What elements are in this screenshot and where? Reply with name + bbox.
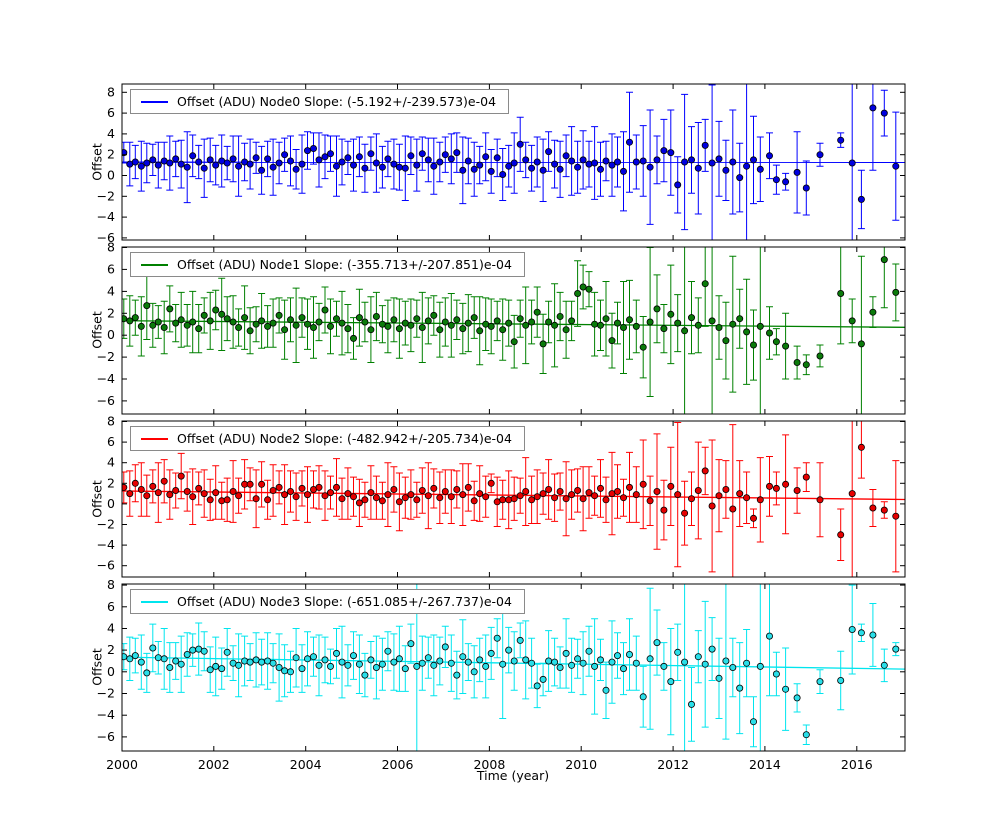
markers-node2 — [122, 443, 900, 539]
svg-text:2010: 2010 — [565, 757, 597, 772]
svg-text:8: 8 — [107, 414, 115, 429]
svg-text:4: 4 — [107, 621, 115, 636]
svg-text:2014: 2014 — [749, 757, 781, 772]
svg-text:4: 4 — [107, 283, 115, 298]
svg-text:0: 0 — [107, 327, 115, 342]
x-tick-labels: 2000 2002 2004 2006 2008 2010 2012 2014 2016 — [106, 757, 873, 772]
svg-text:0: 0 — [107, 168, 115, 183]
svg-text:6: 6 — [107, 261, 115, 276]
markers-node1 — [122, 256, 900, 369]
y-axis-label-node1: Offset — [89, 311, 105, 349]
y-tick-labels-node2: 8 6 4 2 0 −2 −4 −6 — [97, 414, 115, 573]
panel-node0: 8 6 4 2 0 −2 −4 −6 — [97, 83, 906, 245]
markers-node0 — [122, 104, 900, 203]
svg-text:−2: −2 — [97, 349, 115, 364]
fit-line-node2 — [122, 490, 905, 501]
svg-text:2: 2 — [107, 305, 115, 320]
panel-border-node1 — [121, 246, 906, 415]
y-tick-labels-node1: 8 6 4 2 0 −2 −4 −6 — [97, 240, 115, 408]
y-axis-label-node2: Offset — [89, 480, 105, 518]
legend-label-node1: Offset (ADU) Node1 Slope: (-355.713+/-20… — [177, 257, 512, 272]
legend-node2: Offset (ADU) Node2 Slope: (-482.942+/-20… — [130, 426, 525, 451]
svg-text:6: 6 — [107, 105, 115, 120]
legend-label-node2: Offset (ADU) Node2 Slope: (-482.942+/-20… — [177, 431, 512, 446]
legend-node0: Offset (ADU) Node0 Slope: (-5.192+/-239.… — [130, 89, 510, 114]
markers-node3 — [122, 626, 900, 739]
svg-text:8: 8 — [107, 577, 115, 592]
svg-text:−6: −6 — [97, 729, 115, 744]
fit-line-node1 — [122, 320, 905, 328]
svg-text:−6: −6 — [97, 230, 115, 245]
legend-node1: Offset (ADU) Node1 Slope: (-355.713+/-20… — [130, 252, 525, 277]
axis-ticks-node3 — [121, 584, 905, 751]
legend-line-sample-node3 — [141, 600, 168, 603]
svg-text:2000: 2000 — [106, 757, 138, 772]
legend-node3: Offset (ADU) Node3 Slope: (-651.085+/-26… — [130, 589, 525, 614]
svg-text:−2: −2 — [97, 517, 115, 532]
svg-text:2012: 2012 — [657, 757, 689, 772]
svg-text:−4: −4 — [97, 371, 115, 386]
y-tick-labels-node3: 8 6 4 2 0 −2 −4 −6 — [97, 577, 115, 744]
svg-text:4: 4 — [107, 455, 115, 470]
svg-text:−6: −6 — [97, 393, 115, 408]
svg-text:−4: −4 — [97, 209, 115, 224]
svg-text:−6: −6 — [97, 558, 115, 573]
svg-text:−2: −2 — [97, 188, 115, 203]
legend-line-sample-node0 — [141, 100, 168, 103]
svg-text:2: 2 — [107, 475, 115, 490]
panel-border-node3 — [121, 583, 906, 752]
svg-text:2006: 2006 — [382, 757, 414, 772]
axis-ticks-node0 — [121, 84, 905, 240]
svg-text:2004: 2004 — [290, 757, 322, 772]
svg-text:8: 8 — [107, 240, 115, 255]
svg-text:0: 0 — [107, 496, 115, 511]
error-bars-node0 — [122, 84, 900, 240]
y-axis-label-node3: Offset — [89, 648, 105, 686]
svg-text:2002: 2002 — [198, 757, 230, 772]
panel-border-node2 — [121, 420, 906, 578]
panel-node3: 8 6 4 2 0 −2 −4 −6 — [97, 577, 906, 752]
svg-text:8: 8 — [107, 84, 115, 99]
legend-line-sample-node1 — [141, 263, 168, 266]
x-axis-label: Time (year) — [476, 768, 550, 783]
panel-node2: 8 6 4 2 0 −2 −4 −6 — [97, 414, 906, 578]
y-tick-labels-node0: 8 6 4 2 0 −2 −4 −6 — [97, 84, 115, 245]
svg-text:6: 6 — [107, 434, 115, 449]
svg-text:−2: −2 — [97, 686, 115, 701]
svg-text:−4: −4 — [97, 707, 115, 722]
svg-text:2: 2 — [107, 147, 115, 162]
panel-node1: 8 6 4 2 0 −2 −4 −6 — [97, 240, 906, 415]
legend-line-sample-node2 — [141, 437, 168, 440]
svg-text:−4: −4 — [97, 537, 115, 552]
y-axis-label-node0: Offset — [89, 143, 105, 181]
svg-text:0: 0 — [107, 664, 115, 679]
svg-text:4: 4 — [107, 126, 115, 141]
svg-text:2008: 2008 — [473, 757, 505, 772]
panel-border-node0 — [121, 83, 906, 241]
svg-text:2: 2 — [107, 642, 115, 657]
svg-text:2016: 2016 — [841, 757, 873, 772]
legend-label-node0: Offset (ADU) Node0 Slope: (-5.192+/-239.… — [177, 94, 497, 109]
legend-label-node3: Offset (ADU) Node3 Slope: (-651.085+/-26… — [177, 594, 512, 609]
svg-text:6: 6 — [107, 599, 115, 614]
